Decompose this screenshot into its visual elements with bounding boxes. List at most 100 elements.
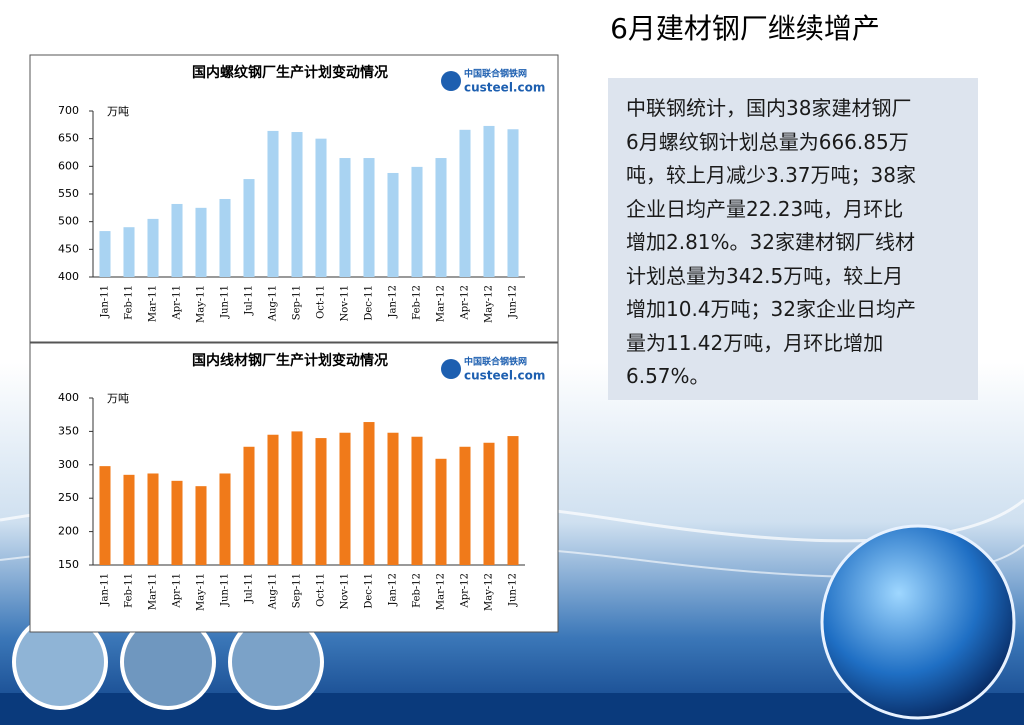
- y-tick-label: 400: [58, 391, 79, 404]
- bar: [171, 480, 183, 565]
- bar: [339, 432, 351, 565]
- bar: [315, 138, 327, 277]
- bar: [147, 218, 159, 277]
- x-tick-label: Feb-11: [124, 285, 135, 320]
- x-tick-label: Jan-11: [100, 573, 111, 607]
- chart-title: 国内线材钢厂生产计划变动情况: [192, 352, 388, 369]
- bar: [315, 438, 327, 565]
- slide-title: 6月建材钢厂继续增产: [610, 12, 880, 45]
- y-tick-label: 550: [58, 187, 79, 200]
- y-tick-label: 150: [58, 558, 79, 571]
- bar: [267, 130, 279, 277]
- x-tick-label: Jun-12: [508, 573, 519, 607]
- x-tick-label: Apr-12: [460, 285, 471, 321]
- bar: [291, 132, 303, 277]
- bar: [459, 129, 471, 277]
- bar: [195, 207, 207, 277]
- bar: [483, 125, 495, 277]
- x-tick-label: Oct-11: [316, 285, 327, 319]
- bar: [339, 158, 351, 277]
- bar: [243, 446, 255, 565]
- x-tick-label: Mar-11: [148, 285, 159, 322]
- bar: [387, 172, 399, 277]
- x-tick-label: Feb-11: [124, 573, 135, 608]
- bar: [219, 473, 231, 565]
- y-tick-label: 700: [58, 104, 79, 117]
- x-tick-label: Jun-11: [220, 285, 231, 319]
- bar: [267, 434, 279, 565]
- text-line: 增加10.4万吨；32家企业日均产: [626, 297, 916, 321]
- bar: [363, 422, 375, 565]
- bar: [147, 473, 159, 565]
- text-line: 计划总量为342.5万吨，较上月: [626, 263, 904, 288]
- text-line: 吨，较上月减少3.37万吨；38家: [626, 163, 916, 187]
- x-tick-label: Mar-12: [436, 285, 447, 322]
- y-tick-label: 200: [58, 525, 79, 538]
- text-line: 增加2.81%。32家建材钢厂线材: [626, 230, 915, 254]
- y-tick-label: 500: [58, 215, 79, 228]
- x-tick-label: Apr-12: [460, 573, 471, 609]
- bar: [435, 158, 447, 277]
- x-tick-label: Oct-11: [316, 573, 327, 607]
- bar: [387, 432, 399, 565]
- y-tick-label: 350: [58, 424, 79, 437]
- globe: [820, 524, 1016, 720]
- text-line: 量为11.42万吨，月环比增加: [626, 330, 884, 355]
- x-tick-label: Jul-11: [244, 285, 255, 316]
- bar: [195, 486, 207, 565]
- x-tick-label: Feb-12: [412, 573, 423, 608]
- x-tick-label: Jul-11: [244, 573, 255, 604]
- x-tick-label: Jan-11: [100, 285, 111, 319]
- bar: [363, 158, 375, 277]
- logo-cn: 中国联合钢铁网: [464, 68, 527, 80]
- chart-title: 国内螺纹钢厂生产计划变动情况: [192, 64, 388, 81]
- bar: [411, 166, 423, 277]
- y-tick-label: 300: [58, 458, 79, 471]
- x-tick-label: Mar-11: [148, 573, 159, 610]
- x-tick-label: Sep-11: [292, 285, 303, 320]
- x-tick-label: Jun-11: [220, 573, 231, 607]
- bar: [99, 466, 111, 565]
- x-tick-label: May-12: [484, 285, 495, 323]
- x-tick-label: Jan-12: [388, 285, 399, 319]
- bar: [411, 436, 423, 565]
- bar: [123, 227, 135, 277]
- x-tick-label: Sep-11: [292, 573, 303, 608]
- bar: [243, 179, 255, 277]
- y-tick-label: 450: [58, 242, 79, 255]
- y-tick-label: 650: [58, 132, 79, 145]
- bar: [291, 431, 303, 565]
- x-tick-label: Nov-11: [340, 573, 351, 610]
- logo-icon: [441, 359, 461, 379]
- text-line: 6月螺纹钢计划总量为666.85万: [626, 129, 909, 154]
- y-tick-label: 600: [58, 159, 79, 172]
- x-tick-label: Jun-12: [508, 285, 519, 319]
- text-line: 6.57%。: [626, 364, 710, 388]
- x-tick-label: Dec-11: [364, 573, 375, 609]
- x-tick-label: Apr-11: [172, 573, 183, 609]
- bar: [435, 458, 447, 565]
- x-tick-label: Dec-11: [364, 285, 375, 321]
- x-tick-label: May-11: [196, 285, 207, 323]
- y-axis-label: 万吨: [107, 392, 129, 405]
- text-box: 中联钢统计，国内38家建材钢厂 6月螺纹钢计划总量为666.85万 吨，较上月减少3…: [608, 78, 978, 400]
- x-tick-label: Aug-11: [268, 573, 279, 610]
- x-tick-label: Mar-12: [436, 573, 447, 610]
- y-tick-label: 400: [58, 270, 79, 283]
- bar: [171, 203, 183, 277]
- bar: [507, 436, 519, 565]
- bar: [123, 474, 135, 565]
- logo-cn: 中国联合钢铁网: [464, 356, 527, 368]
- y-axis-label: 万吨: [107, 105, 129, 118]
- x-tick-label: Feb-12: [412, 285, 423, 320]
- x-tick-label: Jan-12: [388, 573, 399, 607]
- bar: [483, 442, 495, 565]
- bar: [459, 446, 471, 565]
- bar: [219, 198, 231, 277]
- bar: [507, 129, 519, 277]
- y-tick-label: 250: [58, 491, 79, 504]
- logo-en: custeel.com: [464, 369, 545, 383]
- x-tick-label: Aug-11: [268, 285, 279, 322]
- text-line: 中联钢统计，国内38家建材钢厂: [626, 96, 912, 120]
